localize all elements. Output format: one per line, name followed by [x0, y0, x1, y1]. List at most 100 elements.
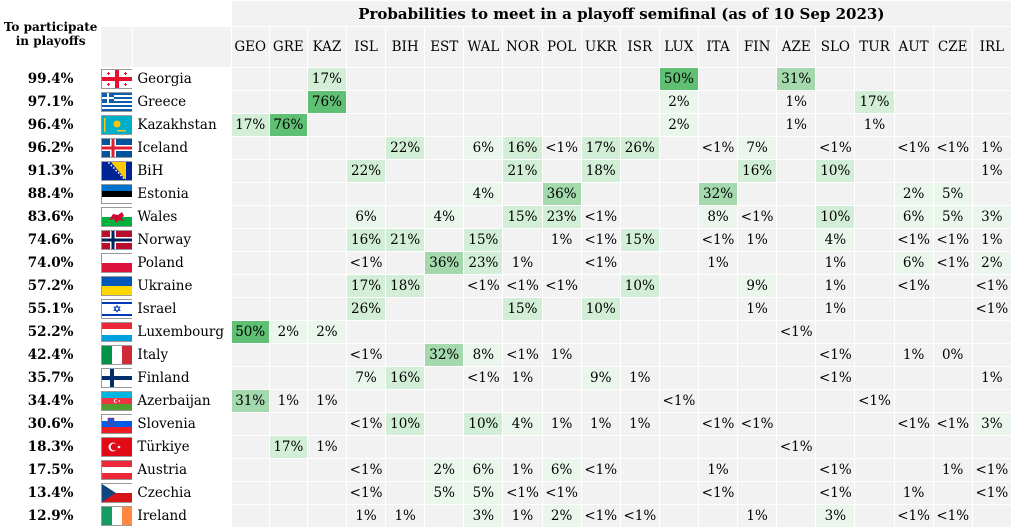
probability-cell-fin — [737, 182, 778, 206]
probability-cell-isl: 22% — [345, 159, 387, 183]
probability-cell-pol — [541, 366, 582, 390]
probability-cell-lux — [658, 504, 699, 528]
probability-cell-fin: 1% — [737, 228, 778, 252]
probability-cell-fin — [737, 481, 778, 505]
column-header-isl: ISL — [345, 26, 387, 68]
probability-cell-geo — [230, 182, 270, 206]
probability-cell-pol: 36% — [541, 182, 582, 206]
probability-cell-ukr: 17% — [580, 136, 621, 160]
participate-probability: 91.3% — [0, 159, 102, 183]
probability-cell-tur — [854, 297, 895, 321]
probability-cell-isl: 26% — [345, 297, 387, 321]
participate-probability: 18.3% — [0, 435, 102, 459]
probability-cell-aze — [776, 504, 817, 528]
probability-cell-irl: 3% — [971, 412, 1012, 436]
probability-cell-aze — [776, 458, 817, 482]
probability-cell-nor: 21% — [502, 159, 543, 183]
probability-cell-irl: <1% — [971, 297, 1012, 321]
probability-cell-aze — [776, 343, 817, 367]
probability-cell-irl — [971, 504, 1012, 528]
probability-cell-est: 32% — [424, 343, 465, 367]
table-row: 35.7% Finland 7% 16% <1% 1% 9% 1% <1% 1% — [0, 366, 1012, 390]
probability-cell-cze: 5% — [932, 182, 973, 206]
probability-cell-est: 4% — [424, 205, 465, 229]
probability-cell-pol — [541, 435, 582, 459]
probability-cell-nor: 15% — [502, 205, 543, 229]
probability-cell-nor: 1% — [502, 366, 543, 390]
probability-cell-geo — [230, 274, 270, 298]
column-header-tur: TUR — [854, 26, 895, 68]
probability-cell-kaz: 2% — [306, 320, 347, 344]
probability-cell-geo — [230, 67, 270, 91]
probability-cell-kaz — [306, 412, 347, 436]
poland-flag-icon — [101, 253, 134, 273]
probability-cell-aut — [893, 458, 934, 482]
probability-cell-ukr — [580, 481, 621, 505]
probability-cell-isl — [345, 90, 387, 114]
probability-cell-slo — [815, 113, 856, 137]
column-header-kaz: KAZ — [306, 26, 347, 68]
probability-cell-isl: 17% — [345, 274, 387, 298]
table-row: 30.6% Slovenia <1% 10% 10% 4% 1% 1% 1% <1% <1% <1% <… — [0, 412, 1012, 436]
probability-cell-geo — [230, 481, 270, 505]
probability-cell-wal — [463, 297, 504, 321]
probability-cell-kaz — [306, 228, 347, 252]
probability-cell-isr — [619, 389, 660, 413]
poland-flag-cell — [100, 251, 134, 275]
probability-cell-irl: 1% — [971, 228, 1012, 252]
probability-cell-pol: <1% — [541, 481, 582, 505]
bih-flag-cell — [100, 159, 134, 183]
iceland-flag-icon — [101, 138, 134, 158]
probability-cell-lux — [658, 297, 699, 321]
probability-cell-kaz — [306, 159, 347, 183]
probability-cell-slo — [815, 67, 856, 91]
probability-cell-aze: <1% — [776, 320, 817, 344]
probability-cell-kaz — [306, 113, 347, 137]
team-name: Czechia — [132, 481, 232, 505]
probability-cell-isl — [345, 113, 387, 137]
probability-cell-bih — [385, 90, 426, 114]
probability-cell-ukr: <1% — [580, 458, 621, 482]
table-row: 13.4% Czechia <1% 5% 5% <1% <1% <1% <1% 1% <1% — [0, 481, 1012, 505]
table-row: 74.6% Norway 16% 21% 15% 1% <1% 15% <1% 1% 4% <1% <1… — [0, 228, 1012, 252]
probability-cell-cze: 0% — [932, 343, 973, 367]
probability-cell-cze: 1% — [932, 458, 973, 482]
probability-cell-tur — [854, 228, 895, 252]
probability-cell-slo — [815, 435, 856, 459]
probability-cell-geo — [230, 228, 270, 252]
probability-cell-aze — [776, 159, 817, 183]
probability-cell-wal: 3% — [463, 504, 504, 528]
probability-cell-wal: 5% — [463, 481, 504, 505]
probability-cell-aze — [776, 366, 817, 390]
probability-cell-gre — [268, 481, 308, 505]
probability-cell-pol — [541, 251, 582, 275]
table-row: 18.3% Türkiye 17% 1% <1% — [0, 435, 1012, 459]
probability-cell-slo: <1% — [815, 458, 856, 482]
probability-cell-isl: 1% — [345, 504, 387, 528]
probability-cell-est — [424, 182, 465, 206]
probability-cell-nor — [502, 67, 543, 91]
probability-cell-pol: 1% — [541, 412, 582, 436]
luxembourg-flag-icon — [101, 322, 134, 342]
probability-cell-irl — [971, 113, 1012, 137]
probability-cell-isr: 15% — [619, 228, 660, 252]
probability-cell-kaz — [306, 205, 347, 229]
probability-cell-lux — [658, 228, 699, 252]
probability-cell-ukr — [580, 182, 621, 206]
probability-cell-gre: 17% — [268, 435, 308, 459]
probability-cell-pol — [541, 159, 582, 183]
probability-cell-ita — [697, 320, 739, 344]
kazakhstan-flag-icon — [101, 115, 134, 135]
probability-cell-nor: <1% — [502, 343, 543, 367]
probability-cell-wal: 10% — [463, 412, 504, 436]
probability-cell-isr: 10% — [619, 274, 660, 298]
probability-cell-nor: 1% — [502, 504, 543, 528]
probability-cell-gre — [268, 90, 308, 114]
probability-cell-bih — [385, 182, 426, 206]
probability-cell-isl: <1% — [345, 343, 387, 367]
probability-cell-lux — [658, 136, 699, 160]
probability-cell-kaz: 76% — [306, 90, 347, 114]
probability-cell-slo — [815, 182, 856, 206]
probability-cell-kaz: 17% — [306, 67, 347, 91]
probability-cell-gre — [268, 343, 308, 367]
